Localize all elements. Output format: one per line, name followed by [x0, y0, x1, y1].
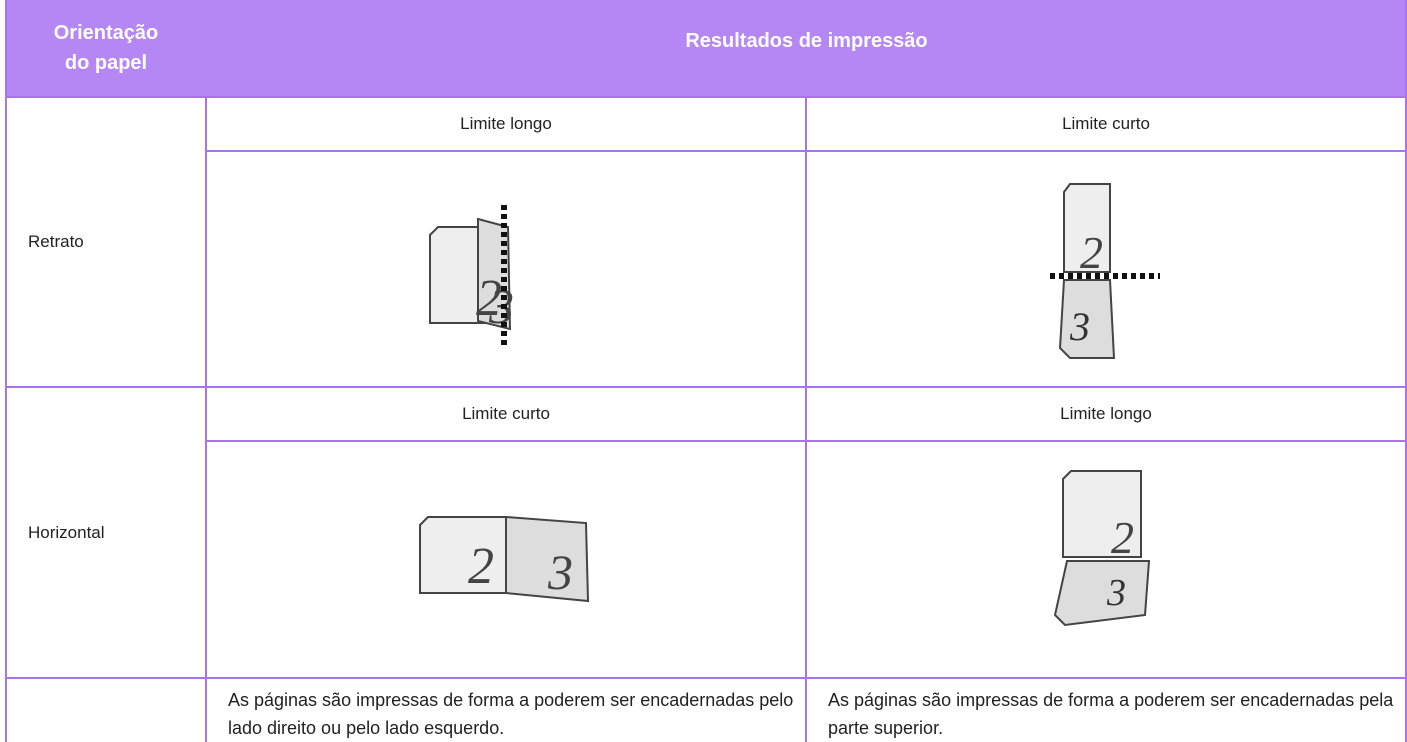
header-bar	[6, 0, 1407, 97]
illustration-portrait-short: 2 3	[1050, 183, 1160, 359]
option-label: Limite longo	[460, 114, 552, 133]
svg-text:3: 3	[547, 544, 573, 600]
svg-text:3: 3	[1106, 572, 1126, 614]
option-label: Limite longo	[1060, 404, 1152, 423]
svg-text:2: 2	[468, 538, 494, 595]
header-line: Orientação	[53, 22, 159, 44]
row-border	[6, 677, 1407, 679]
row-label: Retrato	[28, 232, 84, 251]
col-border	[1405, 0, 1407, 742]
option-label: Limite curto	[462, 404, 550, 423]
option-label: Limite curto	[1062, 114, 1150, 133]
header-orientation: Orientação do papel	[6, 18, 206, 78]
col-border	[805, 97, 807, 742]
row-border	[6, 386, 1407, 388]
svg-text:2: 2	[1080, 227, 1103, 278]
note: As páginas são impressas de forma a pode…	[828, 690, 1394, 738]
illustration-portrait-long: 2 3	[429, 205, 514, 345]
header-results: Resultados de impressão	[685, 30, 928, 52]
svg-text:2: 2	[476, 270, 502, 327]
illustration-landscape-short: 2 3	[419, 515, 590, 603]
col-border	[205, 97, 207, 742]
illustration-landscape-long: 2 3	[1053, 470, 1151, 627]
row-label: Horizontal	[28, 522, 105, 542]
note: As páginas são impressas de forma a pode…	[228, 690, 794, 738]
col-border	[5, 0, 7, 742]
header-line: do papel	[64, 52, 148, 74]
svg-text:2: 2	[1111, 512, 1134, 563]
row-border	[6, 96, 1407, 98]
svg-text:3: 3	[1069, 304, 1090, 349]
